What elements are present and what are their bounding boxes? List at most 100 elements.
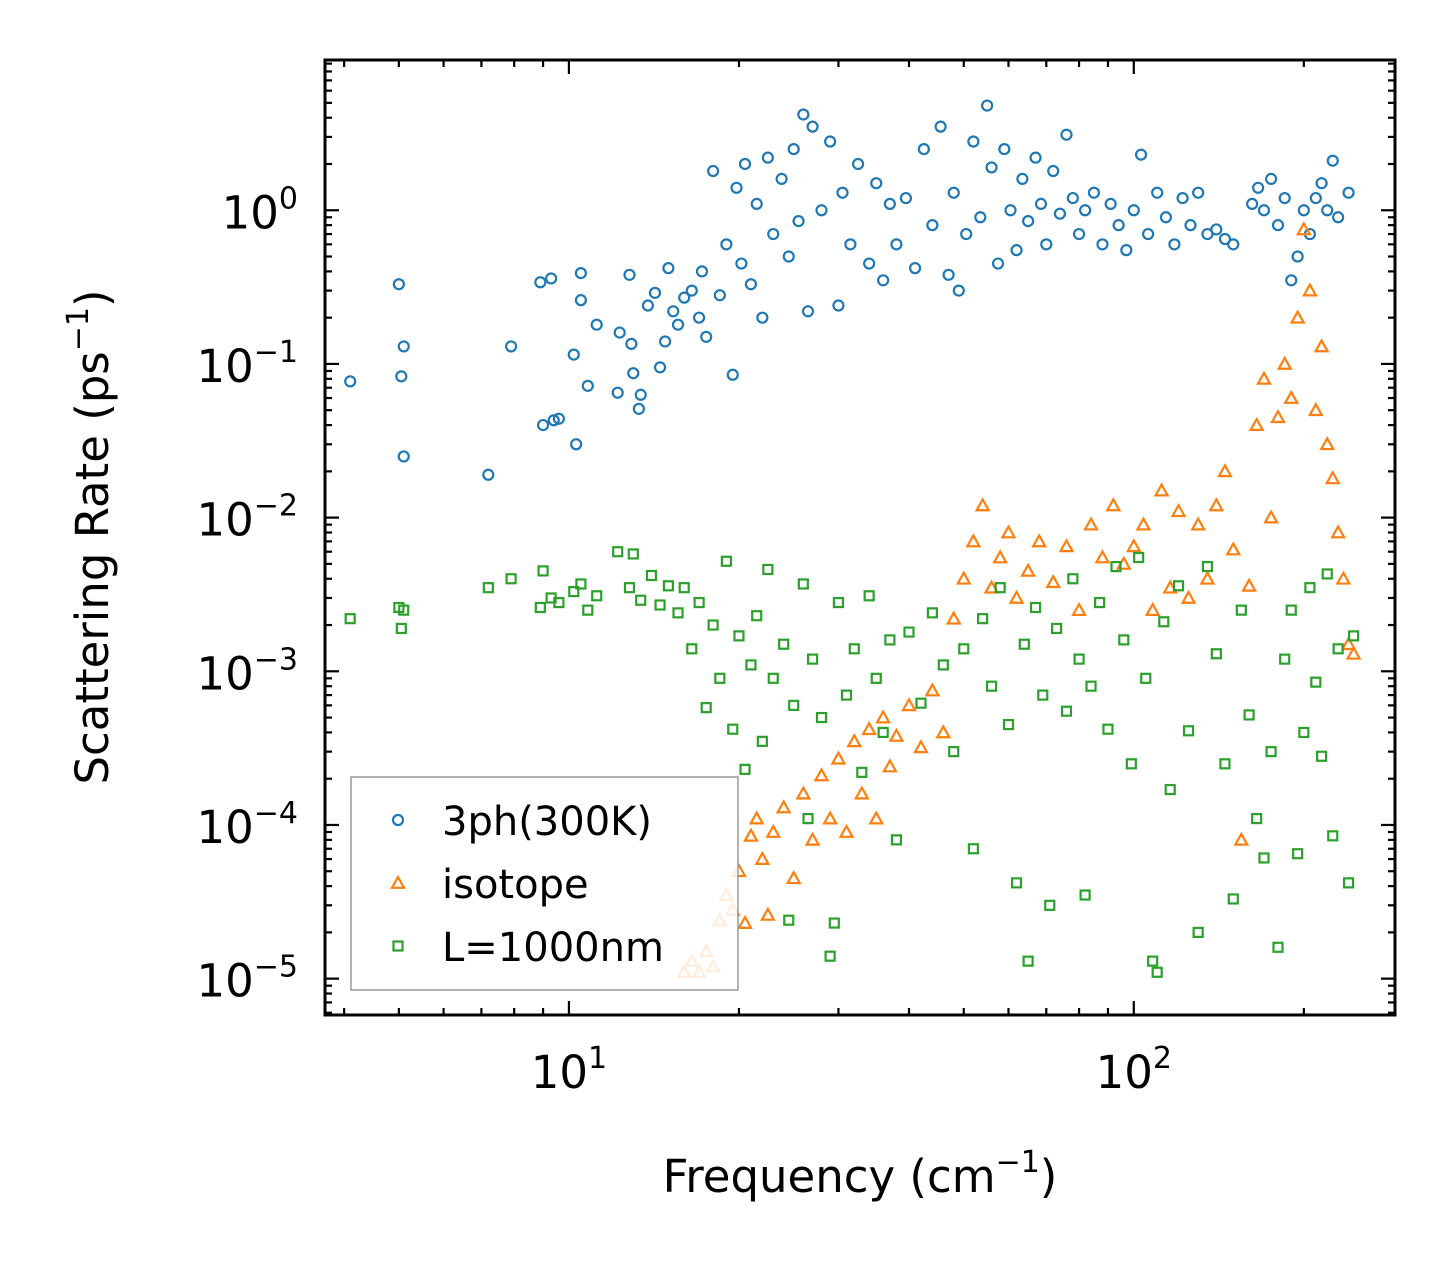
isotope-point (1144, 601, 1161, 617)
y-tick-label-exponent: −2 (254, 489, 298, 524)
l-1000nm-point (802, 813, 814, 825)
legend: 3ph(300K) isotope L=1000nm (350, 776, 739, 991)
l-1000nm-point (1029, 601, 1042, 614)
isotope-point (1225, 541, 1242, 556)
isotope-point (1000, 524, 1017, 539)
3ph-300k--point (574, 266, 587, 280)
isotope-point (1020, 562, 1036, 577)
3ph-300k--point (870, 177, 883, 190)
3ph-300k--point (832, 299, 845, 312)
3ph-300k--point (1342, 186, 1355, 199)
isotope-point (1125, 538, 1142, 553)
3ph-300k--point (883, 197, 896, 210)
3ph-300k--point (1218, 232, 1232, 246)
3ph-300k--point (1326, 154, 1339, 167)
3ph-300k--point (738, 157, 752, 171)
l-1000nm-point (395, 622, 407, 635)
y-tick-label: 10−4 (197, 796, 299, 854)
isotope-point (1058, 538, 1075, 553)
3ph-300k--point (899, 191, 913, 205)
l-1000nm-point (1192, 926, 1204, 938)
l-1000nm-point (1094, 596, 1106, 609)
3ph-300k--point (1297, 204, 1310, 217)
l-1000nm-point (714, 672, 726, 684)
x-tick-label-base: 10 (1096, 1046, 1153, 1099)
x-axis-label: Frequency (cm−1) (663, 1145, 1058, 1203)
l-1000nm-point (1279, 653, 1291, 665)
3ph-300k--point (482, 468, 495, 481)
3ph-300k--point (985, 161, 998, 174)
3ph-300k--point (775, 172, 788, 185)
l-1000nm-point (832, 596, 845, 609)
l-1000nm-point (693, 596, 705, 609)
3ph-300k--point (1151, 186, 1164, 199)
isotope-point (1263, 509, 1279, 524)
l-1000nm-point (840, 689, 853, 701)
isotope-point (945, 610, 962, 625)
l-1000nm-point (1182, 725, 1195, 737)
y-tick-label-base: 10 (197, 647, 254, 700)
isotope-point (1345, 645, 1362, 660)
y-tick-label-exponent: −5 (254, 950, 298, 985)
l-1000nm-point (654, 599, 666, 611)
isotope-point (1094, 549, 1111, 564)
3ph-300k--point (534, 276, 547, 289)
3ph-300k--point (1060, 128, 1073, 141)
isotope-point (1335, 570, 1352, 585)
l-1000nm-point (967, 843, 979, 855)
3ph-300k--point (1066, 191, 1079, 205)
3ph-300k--point (713, 289, 726, 302)
3ph-300k--point (1127, 204, 1140, 217)
isotope-point (1289, 309, 1306, 324)
3ph-300k--point (397, 340, 410, 353)
3ph-300k--point (667, 305, 680, 318)
l-1000nm-point (575, 578, 587, 590)
l-1000nm-point (1140, 672, 1152, 684)
x-tick-label: 101 (531, 1041, 607, 1099)
3ph-300k--point (1309, 191, 1322, 205)
3ph-300k--point (1176, 191, 1189, 205)
3ph-300k--point (844, 238, 857, 251)
isotope-point (888, 727, 905, 742)
isotope-point (853, 785, 870, 800)
3ph-300k--point (890, 238, 903, 251)
isotope-point (1276, 355, 1293, 370)
3ph-300k--point (397, 450, 410, 463)
l-1000nm-point (1332, 643, 1344, 655)
l-1000nm-point (767, 672, 779, 684)
3ph-300k--point (1278, 191, 1291, 205)
legend-3ph-300k--marker (391, 813, 405, 827)
3ph-300k--point (700, 330, 713, 343)
isotope-point (1283, 389, 1300, 404)
isotope-point (955, 570, 972, 585)
isotope-point (754, 850, 771, 865)
3ph-300k--point (960, 227, 973, 241)
3ph-300k--point (536, 418, 550, 432)
isotope-point (1135, 516, 1152, 531)
l-1000nm-point (762, 563, 774, 576)
3ph-300k--point (991, 257, 1005, 270)
3ph-300k--point (1257, 204, 1271, 217)
3ph-300k--point (344, 375, 357, 388)
3ph-300k--point (653, 361, 667, 374)
l-1000nm-point (1310, 676, 1322, 688)
3ph-300k--point (1159, 211, 1173, 224)
isotope-point (1241, 577, 1257, 592)
l-1000nm-point (505, 573, 517, 585)
isotope-point (901, 697, 917, 712)
l-1000nm-point (635, 594, 647, 606)
3ph-300k--point (504, 340, 518, 353)
isotope-point (1105, 497, 1122, 512)
3ph-300k--point (815, 204, 828, 217)
l-1000nm-point (1125, 758, 1137, 770)
legend-isotope-marker (390, 874, 406, 889)
l-1000nm-point (1210, 648, 1222, 660)
l-1000nm-point (1010, 877, 1023, 889)
3ph-300k--point (1291, 250, 1304, 263)
3ph-300k--point (908, 262, 922, 275)
3ph-300k--point (1004, 204, 1017, 217)
3ph-300k--point (863, 257, 876, 270)
